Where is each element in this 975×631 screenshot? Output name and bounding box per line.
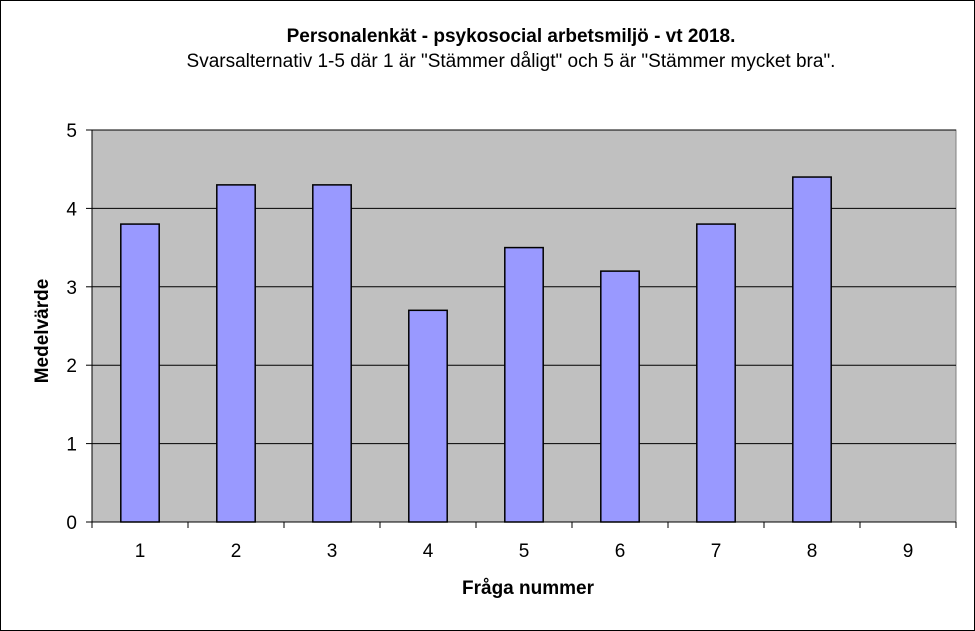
chart-title: Personalenkät - psykosocial arbetsmiljö … [286, 26, 736, 47]
bar-3 [312, 184, 352, 523]
x-tick-label-4: 4 [423, 541, 434, 562]
x-tick-label-7: 7 [711, 541, 722, 562]
bar-2 [216, 184, 256, 523]
bar-6 [600, 270, 640, 523]
bar-8 [792, 176, 832, 523]
bar-7 [696, 223, 736, 523]
x-tick-label-8: 8 [807, 541, 818, 562]
x-tick-label-9: 9 [903, 541, 914, 562]
chart-subtitle: Svarsalternativ 1-5 där 1 är "Stämmer då… [186, 51, 836, 72]
y-tick-label-2: 2 [66, 356, 77, 377]
bar-1 [120, 223, 160, 523]
bar-4 [408, 309, 448, 523]
y-tick-label-5: 5 [66, 121, 77, 142]
x-tick-label-6: 6 [615, 541, 626, 562]
y-tick-label-1: 1 [66, 435, 77, 456]
bar-5 [504, 246, 544, 523]
x-tick-label-2: 2 [231, 541, 242, 562]
x-axis-title: Fråga nummer [462, 578, 595, 599]
y-tick-label-4: 4 [66, 199, 77, 220]
y-axis-title: Medelvärde [32, 279, 53, 384]
y-tick-label-0: 0 [66, 513, 77, 534]
x-tick-label-1: 1 [135, 541, 146, 562]
y-tick-label-3: 3 [66, 278, 77, 299]
x-tick-label-5: 5 [519, 541, 530, 562]
x-tick-label-3: 3 [327, 541, 338, 562]
